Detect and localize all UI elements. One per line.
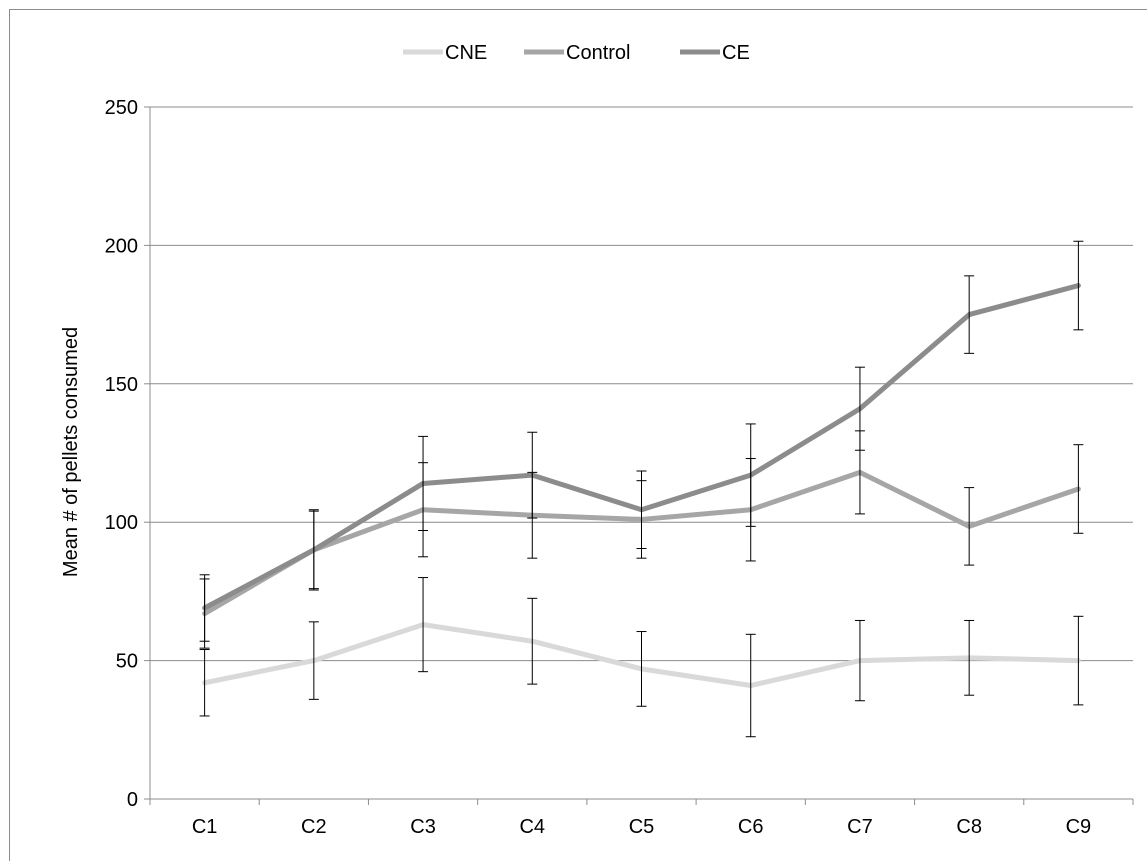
error-bar: [1073, 240, 1084, 331]
x-axis-ticks: C1 C2 C3 C4 C5 C6 C7 C8 C9: [192, 816, 1091, 838]
error-bar: [418, 577, 429, 673]
legend: CNE Control CE: [403, 42, 750, 64]
error-bar: [636, 631, 647, 707]
x-tick-label: C4: [519, 816, 545, 838]
y-tick-label: 200: [105, 235, 138, 257]
gridlines: [150, 106, 1133, 662]
x-tick-label: C7: [847, 816, 873, 838]
x-tick-label: C3: [410, 816, 436, 838]
legend-item-ce: CE: [680, 42, 750, 64]
error-bar: [1073, 444, 1084, 534]
y-tick-label: 100: [105, 512, 138, 534]
y-axis-title: Mean # of pellets consumed: [60, 327, 82, 577]
x-tick-label: C1: [192, 816, 218, 838]
error-bar: [964, 487, 975, 566]
error-bar: [527, 597, 538, 685]
error-bar: [308, 509, 319, 591]
axes: [144, 106, 1134, 805]
y-tick-label: 0: [127, 789, 138, 811]
legend-label: CE: [722, 42, 750, 64]
y-tick-label: 150: [105, 374, 138, 396]
error-bar: [308, 621, 319, 700]
x-tick-label: C5: [629, 816, 655, 838]
x-tick-label: C2: [301, 816, 327, 838]
error-bar: [199, 649, 210, 717]
error-bar: [745, 633, 756, 738]
error-bar: [964, 619, 975, 696]
x-tick-label: C8: [956, 816, 982, 838]
error-bar: [636, 470, 647, 549]
error-bar: [854, 619, 865, 702]
x-tick-label: C6: [738, 816, 764, 838]
error-bar: [745, 423, 756, 527]
x-tick-label: C9: [1066, 816, 1092, 838]
legend-item-control: Control: [524, 42, 630, 64]
error-bar: [1073, 615, 1084, 706]
error-bar: [854, 366, 865, 451]
error-bar: [418, 435, 429, 532]
error-bars: [199, 240, 1084, 738]
legend-label: CNE: [445, 42, 487, 64]
chart-frame: [9, 9, 1147, 861]
series-line-ce: [202, 283, 1081, 611]
legend-label: Control: [566, 42, 630, 64]
y-tick-label: 50: [116, 651, 138, 673]
y-tick-label: 250: [105, 97, 138, 119]
error-bar: [964, 275, 975, 354]
error-bar: [199, 574, 210, 642]
legend-item-cne: CNE: [403, 42, 487, 64]
y-axis-ticks: 0 50 100 150 200 250: [105, 97, 138, 811]
error-bar: [527, 431, 538, 519]
